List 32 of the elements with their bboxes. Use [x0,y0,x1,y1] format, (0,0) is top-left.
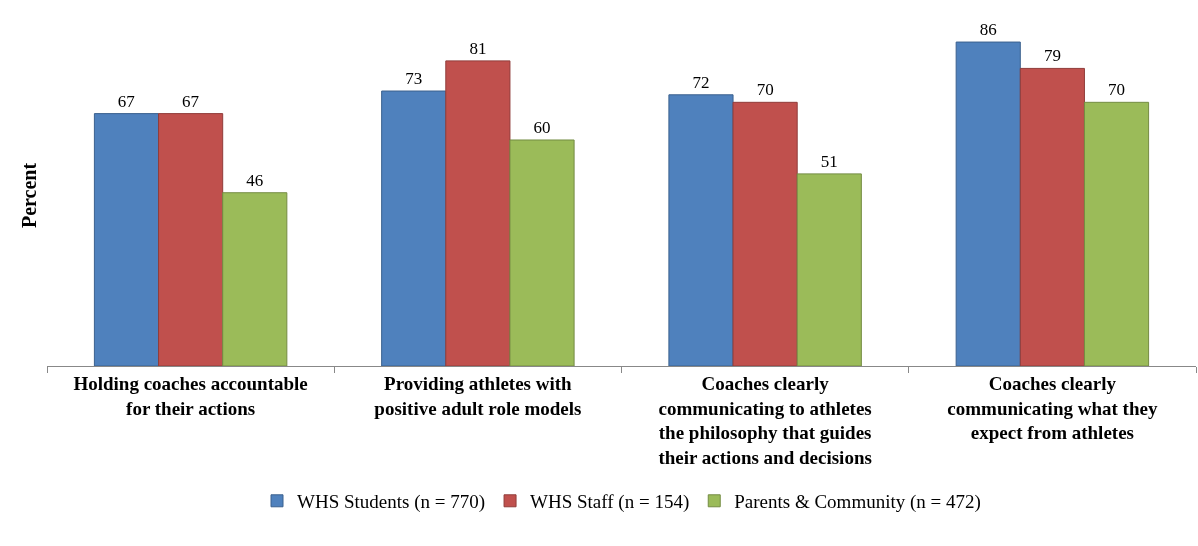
bar [509,139,575,366]
data-label: 46 [246,170,264,190]
legend-label: WHS Staff (n = 154) [530,491,690,514]
bar [1019,67,1085,366]
data-label: 70 [756,80,774,100]
bar [668,94,734,366]
data-label: 81 [469,38,487,58]
bar [93,113,160,366]
bar [445,60,511,366]
bar [158,113,224,366]
data-label: 86 [979,20,997,40]
legend-label: WHS Students (n = 770) [297,491,486,514]
y-axis-title: Percent [17,162,40,229]
bar [732,101,798,366]
data-label: 72 [692,72,710,92]
x-tick-label: Coaches clearly communicating what they expect from athletes [947,372,1158,444]
data-label: 67 [117,91,136,111]
bar [796,173,862,366]
legend-label: Parents & Community (n = 472) [734,491,981,514]
x-tick-label: Providing athletes with positive adult role models [374,372,582,419]
bar [381,90,447,366]
data-label: 60 [533,117,551,137]
x-tick-label: Holding coaches accountable for their actions [73,372,308,419]
bar [222,192,288,366]
data-label: 70 [1108,80,1126,100]
data-label: 67 [181,91,200,111]
x-tick-label: Coaches clearly communicating to athletes the philosophy that guides their actions and decisions [658,372,872,468]
data-label: 51 [820,151,838,171]
data-label: 73 [405,69,423,89]
bar [955,41,1021,366]
data-label: 79 [1043,46,1061,66]
bar [1083,101,1150,366]
